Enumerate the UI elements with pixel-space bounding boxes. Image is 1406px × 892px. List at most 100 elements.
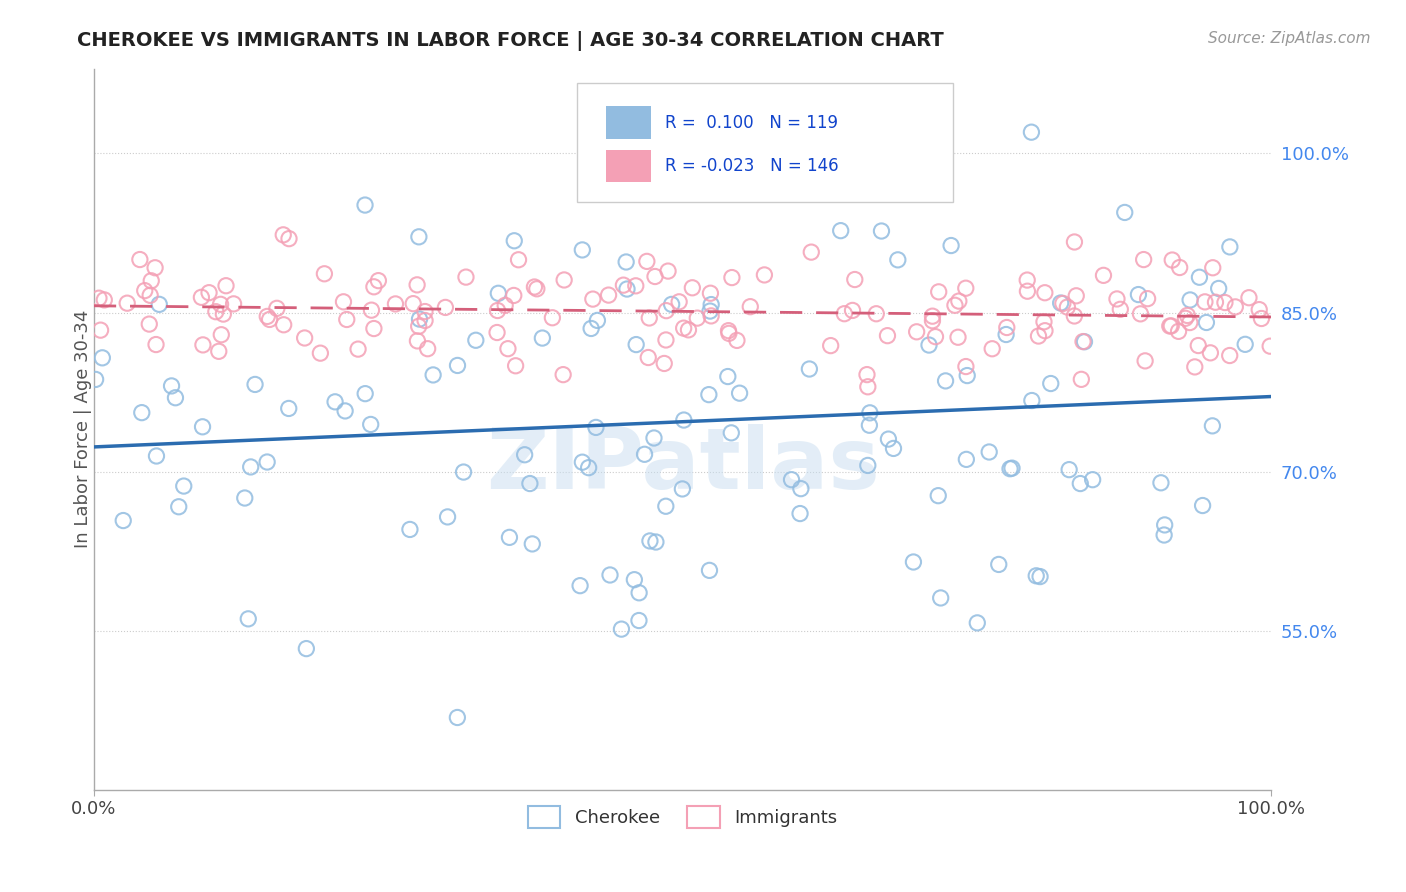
Point bbox=[84, 372, 107, 386]
Point bbox=[1168, 260, 1191, 275]
Point bbox=[494, 298, 516, 312]
Point bbox=[367, 274, 389, 288]
Point bbox=[841, 303, 863, 318]
Point bbox=[464, 333, 486, 347]
Point bbox=[1028, 329, 1050, 343]
Point bbox=[1178, 293, 1201, 307]
Point bbox=[354, 198, 377, 212]
Point bbox=[503, 234, 526, 248]
Point bbox=[1204, 295, 1226, 310]
Point bbox=[865, 307, 887, 321]
Point bbox=[1021, 125, 1043, 139]
Point bbox=[531, 331, 554, 345]
Point bbox=[918, 338, 941, 352]
Point bbox=[1150, 475, 1173, 490]
Point bbox=[408, 229, 430, 244]
Point bbox=[413, 304, 436, 318]
Point bbox=[271, 227, 294, 242]
Point bbox=[820, 338, 842, 352]
Point bbox=[578, 460, 600, 475]
Point bbox=[856, 368, 879, 382]
Point bbox=[160, 379, 183, 393]
Point bbox=[526, 282, 548, 296]
Point bbox=[955, 359, 977, 374]
Point bbox=[661, 297, 683, 311]
Point bbox=[1184, 359, 1206, 374]
Point bbox=[643, 431, 665, 445]
Point bbox=[1249, 302, 1271, 317]
Point bbox=[519, 476, 541, 491]
Point bbox=[1033, 315, 1056, 329]
Point bbox=[882, 442, 904, 456]
Point bbox=[243, 377, 266, 392]
Point bbox=[323, 394, 346, 409]
Point bbox=[363, 321, 385, 335]
Point bbox=[1039, 376, 1062, 391]
Point bbox=[406, 277, 429, 292]
Point bbox=[699, 563, 721, 577]
Point bbox=[678, 323, 700, 337]
Point bbox=[191, 419, 214, 434]
Point bbox=[924, 329, 946, 343]
Point bbox=[360, 303, 382, 318]
Point bbox=[800, 245, 823, 260]
Text: R =  0.100   N = 119: R = 0.100 N = 119 bbox=[665, 113, 838, 132]
Point bbox=[1213, 295, 1236, 310]
Point bbox=[1153, 528, 1175, 542]
Point bbox=[256, 455, 278, 469]
Point bbox=[145, 337, 167, 351]
Point bbox=[1159, 319, 1181, 334]
Point bbox=[1069, 476, 1091, 491]
Point bbox=[128, 252, 150, 267]
Point bbox=[612, 278, 634, 293]
Point bbox=[1153, 517, 1175, 532]
Point bbox=[1177, 309, 1199, 323]
Point bbox=[717, 369, 740, 384]
Point bbox=[955, 452, 977, 467]
Point bbox=[966, 615, 988, 630]
Point bbox=[522, 537, 544, 551]
Point bbox=[681, 281, 703, 295]
Point bbox=[1021, 393, 1043, 408]
Point bbox=[1017, 284, 1039, 298]
Point bbox=[165, 391, 187, 405]
Point bbox=[756, 125, 779, 139]
Point bbox=[856, 380, 879, 394]
Point bbox=[856, 458, 879, 473]
Point bbox=[363, 280, 385, 294]
Point bbox=[955, 281, 977, 295]
Point bbox=[278, 232, 301, 246]
Point bbox=[115, 296, 138, 310]
Point bbox=[1187, 338, 1209, 352]
Point bbox=[725, 334, 748, 348]
Point bbox=[354, 386, 377, 401]
Point bbox=[628, 586, 651, 600]
Point bbox=[1258, 339, 1281, 353]
Point bbox=[740, 300, 762, 314]
Point bbox=[1195, 316, 1218, 330]
Point bbox=[780, 473, 803, 487]
Point bbox=[408, 319, 430, 334]
FancyBboxPatch shape bbox=[576, 83, 953, 202]
Point bbox=[1057, 463, 1080, 477]
Point bbox=[1063, 235, 1085, 249]
Point bbox=[1202, 260, 1225, 275]
Point bbox=[614, 255, 637, 269]
Point bbox=[921, 314, 943, 328]
Point bbox=[987, 558, 1010, 572]
Point bbox=[138, 317, 160, 331]
Point bbox=[1081, 473, 1104, 487]
Point bbox=[222, 297, 245, 311]
Point bbox=[1250, 311, 1272, 326]
Point bbox=[1191, 499, 1213, 513]
Point bbox=[834, 307, 856, 321]
Point bbox=[655, 303, 678, 318]
Point bbox=[167, 500, 190, 514]
FancyBboxPatch shape bbox=[606, 106, 651, 139]
Point bbox=[655, 333, 678, 347]
Point bbox=[1001, 461, 1024, 475]
Point bbox=[624, 278, 647, 293]
Point bbox=[486, 303, 509, 318]
Point bbox=[1064, 289, 1087, 303]
Point bbox=[277, 401, 299, 416]
